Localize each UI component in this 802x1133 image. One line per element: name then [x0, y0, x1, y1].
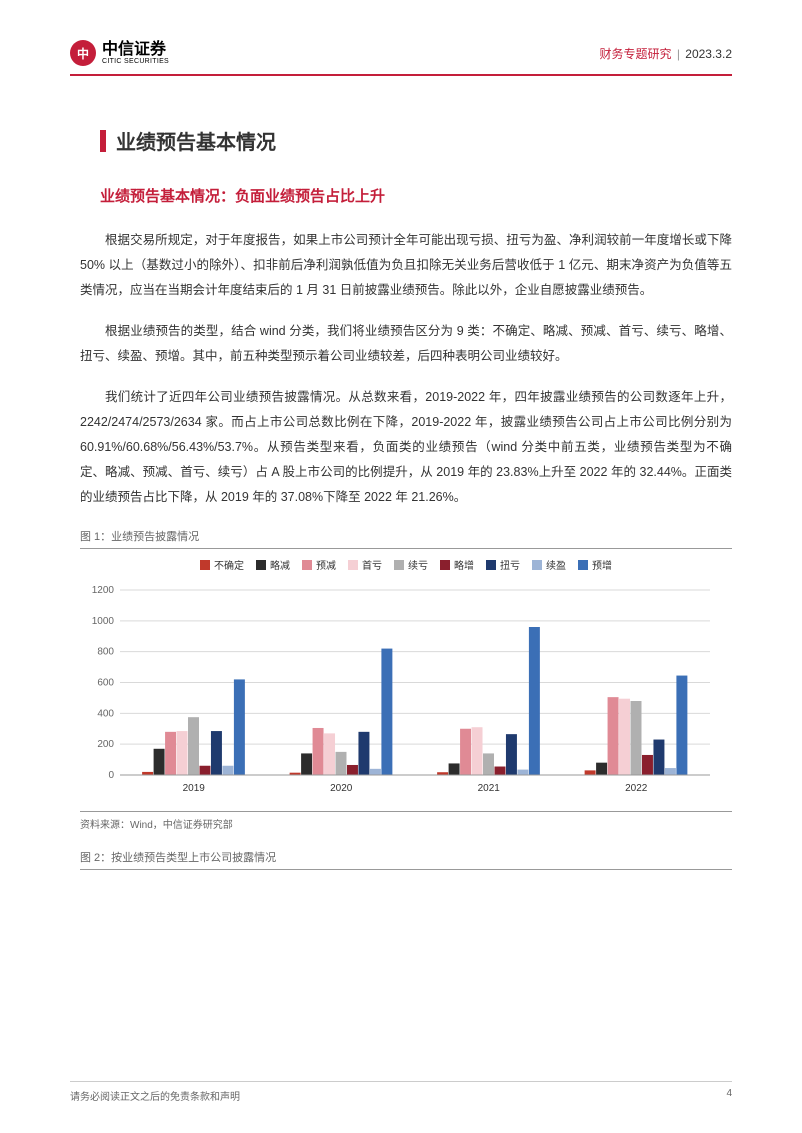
paragraph-1: 根据交易所规定，对于年度报告，如果上市公司预计全年可能出现亏损、扭亏为盈、净利润…	[80, 228, 732, 303]
svg-text:400: 400	[97, 708, 114, 719]
chart-1-legend: 不确定 略减 预减 首亏 续亏 略增 扭亏 续盈 预增	[80, 557, 732, 572]
svg-text:200: 200	[97, 739, 114, 750]
legend-item: 续亏	[394, 557, 428, 572]
legend-item: 首亏	[348, 557, 382, 572]
legend-label: 略增	[454, 557, 474, 572]
legend-swatch	[578, 560, 588, 570]
legend-item: 略减	[256, 557, 290, 572]
legend-item: 不确定	[200, 557, 244, 572]
header-category: 财务专题研究	[599, 47, 671, 61]
legend-label: 不确定	[214, 557, 244, 572]
page-header: 中 中信证券 CITIC SECURITIES 财务专题研究 | 2023.3.…	[70, 40, 732, 74]
svg-text:1200: 1200	[92, 585, 115, 596]
figure-1-caption: 图 1：业绩预告披露情况	[80, 528, 732, 549]
legend-item: 预增	[578, 557, 612, 572]
figure-1-source: 资料来源：Wind，中信证券研究部	[80, 811, 732, 831]
svg-text:800: 800	[97, 647, 114, 658]
header-separator: |	[677, 47, 680, 61]
paragraph-2: 根据业绩预告的类型，结合 wind 分类，我们将业绩预告区分为 9 类：不确定、…	[80, 319, 732, 369]
legend-swatch	[532, 560, 542, 570]
legend-label: 首亏	[362, 557, 382, 572]
legend-item: 扭亏	[486, 557, 520, 572]
section-title: 业绩预告基本情况	[100, 126, 732, 155]
header-rule	[70, 74, 732, 76]
svg-text:2021: 2021	[478, 783, 501, 794]
legend-label: 续亏	[408, 557, 428, 572]
section-title-bar	[100, 130, 106, 152]
logo-text-en: CITIC SECURITIES	[102, 58, 169, 65]
svg-text:0: 0	[108, 770, 114, 781]
legend-label: 续盈	[546, 557, 566, 572]
legend-swatch	[394, 560, 404, 570]
legend-swatch	[200, 560, 210, 570]
logo-icon: 中	[70, 40, 96, 66]
svg-text:2019: 2019	[183, 783, 206, 794]
legend-label: 预减	[316, 557, 336, 572]
svg-text:2020: 2020	[330, 783, 353, 794]
chart-1-svg: 0 200 400 600 800 1000 1200 2019 2020 2021 2022	[80, 580, 720, 800]
paragraph-3: 我们统计了近四年公司业绩预告披露情况。从总数来看，2019-2022 年，四年披…	[80, 385, 732, 510]
legend-label: 略减	[270, 557, 290, 572]
logo: 中 中信证券 CITIC SECURITIES	[70, 40, 169, 66]
legend-label: 预增	[592, 557, 612, 572]
header-meta: 财务专题研究 | 2023.3.2	[599, 45, 732, 62]
legend-swatch	[302, 560, 312, 570]
footer-disclaimer: 请务必阅读正文之后的免责条款和声明	[70, 1088, 240, 1103]
legend-item: 续盈	[532, 557, 566, 572]
section-title-text: 业绩预告基本情况	[116, 126, 276, 155]
legend-item: 略增	[440, 557, 474, 572]
page-footer: 请务必阅读正文之后的免责条款和声明 4	[70, 1081, 732, 1103]
legend-item: 预减	[302, 557, 336, 572]
footer-page-number: 4	[726, 1088, 732, 1103]
legend-swatch	[348, 560, 358, 570]
subsection-title: 业绩预告基本情况：负面业绩预告占比上升	[100, 185, 732, 206]
svg-text:2022: 2022	[625, 783, 648, 794]
figure-2-caption: 图 2：按业绩预告类型上市公司披露情况	[80, 849, 732, 870]
legend-swatch	[440, 560, 450, 570]
legend-label: 扭亏	[500, 557, 520, 572]
svg-text:600: 600	[97, 678, 114, 689]
legend-swatch	[486, 560, 496, 570]
logo-text-cn: 中信证券	[102, 42, 169, 58]
svg-text:1000: 1000	[92, 616, 115, 627]
chart-1: 不确定 略减 预减 首亏 续亏 略增 扭亏 续盈 预增 0 200 400 600 800 1000 120…	[80, 557, 732, 805]
legend-swatch	[256, 560, 266, 570]
header-date: 2023.3.2	[685, 47, 732, 61]
